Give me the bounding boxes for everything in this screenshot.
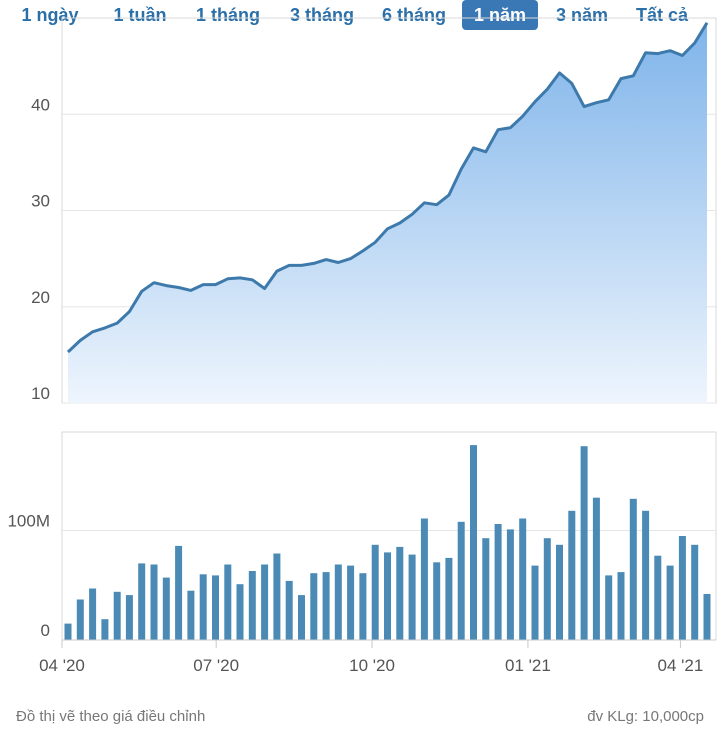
- volume-bar: [101, 619, 109, 640]
- volume-bar: [642, 510, 650, 640]
- volume-bar: [617, 572, 625, 640]
- volume-bar: [187, 590, 195, 640]
- volume-bar: [629, 498, 637, 640]
- volume-bar: [76, 599, 84, 640]
- volume-bar: [162, 577, 170, 640]
- volume-bar: [519, 518, 527, 640]
- volume-bar: [236, 584, 244, 640]
- volume-bar: [298, 595, 305, 640]
- volume-bar: [322, 572, 330, 640]
- period-tab-bar: 1 ngày 1 tuần 1 tháng 3 tháng 6 tháng 1 năm 3 …: [0, 0, 720, 32]
- volume-bar: [556, 544, 563, 640]
- volume-bar: [470, 445, 477, 640]
- volume-bar: [285, 580, 293, 640]
- volume-bar: [310, 573, 318, 640]
- volume-bar: [212, 575, 219, 640]
- volume-unit-note: đv KLg: 10,000cp: [587, 708, 704, 725]
- period-tab[interactable]: 1 năm: [462, 0, 538, 30]
- price-tick-label: 40: [31, 95, 50, 114]
- volume-bar: [592, 497, 600, 640]
- volume-bar: [248, 571, 256, 640]
- volume-tick-label: 0: [41, 621, 50, 640]
- volume-bar: [261, 564, 269, 640]
- volume-bar: [384, 552, 391, 640]
- volume-bar: [691, 544, 699, 640]
- volume-bar: [138, 563, 146, 640]
- volume-bar: [334, 564, 342, 640]
- volume-bar: [224, 564, 232, 640]
- x-tick-label: 07 '20: [193, 656, 239, 675]
- volume-bar: [494, 524, 502, 640]
- volume-bar: [580, 446, 588, 640]
- x-tick-label: 01 '21: [505, 656, 551, 675]
- volume-bar: [64, 623, 72, 640]
- volume-bar: [703, 594, 711, 640]
- volume-bar: [396, 546, 404, 640]
- price-tick-label: 20: [31, 288, 50, 307]
- volume-bar: [457, 521, 465, 640]
- volume-bar: [273, 553, 281, 640]
- volume-bar: [175, 545, 183, 640]
- volume-bar: [678, 536, 686, 640]
- volume-bar: [568, 510, 576, 640]
- price-line: [66, 22, 709, 354]
- volume-bar: [89, 588, 97, 640]
- volume-bar: [666, 565, 674, 640]
- volume-bar: [543, 538, 551, 640]
- x-tick-label: 04 '20: [39, 656, 85, 675]
- period-tab[interactable]: 1 tháng: [195, 5, 260, 25]
- x-tick-label: 04 '21: [658, 656, 704, 675]
- volume-bar: [506, 529, 514, 640]
- price-area: [68, 22, 707, 404]
- volume-bar: [482, 538, 490, 640]
- volume-bar: [347, 565, 355, 640]
- period-tab[interactable]: 6 tháng: [381, 5, 446, 25]
- volume-bar: [433, 562, 441, 640]
- period-tab[interactable]: 3 năm: [555, 5, 609, 25]
- period-tab[interactable]: 1 ngày: [21, 5, 79, 25]
- volume-bar: [605, 575, 613, 640]
- price-tick-label: 30: [31, 192, 50, 211]
- adjusted-price-note: Đồ thị vẽ theo giá điều chỉnh: [16, 708, 206, 725]
- volume-bar: [113, 591, 121, 640]
- volume-bar: [654, 555, 662, 640]
- volume-bar: [420, 518, 428, 640]
- price-tick-label: 10: [31, 384, 50, 403]
- volume-bar: [199, 574, 207, 640]
- period-tab[interactable]: 3 tháng: [289, 5, 354, 25]
- x-tick-label: 10 '20: [349, 656, 395, 675]
- volume-bar: [125, 595, 133, 640]
- period-tab[interactable]: 1 tuần: [113, 5, 167, 25]
- volume-bar: [371, 544, 379, 640]
- volume-bar: [408, 554, 416, 640]
- volume-tick-label: 100M: [7, 512, 50, 531]
- volume-bar: [150, 564, 158, 640]
- volume-bar: [359, 573, 367, 640]
- volume-bar: [445, 557, 453, 640]
- period-tab[interactable]: Tất cả: [635, 5, 689, 25]
- volume-bar: [531, 565, 539, 640]
